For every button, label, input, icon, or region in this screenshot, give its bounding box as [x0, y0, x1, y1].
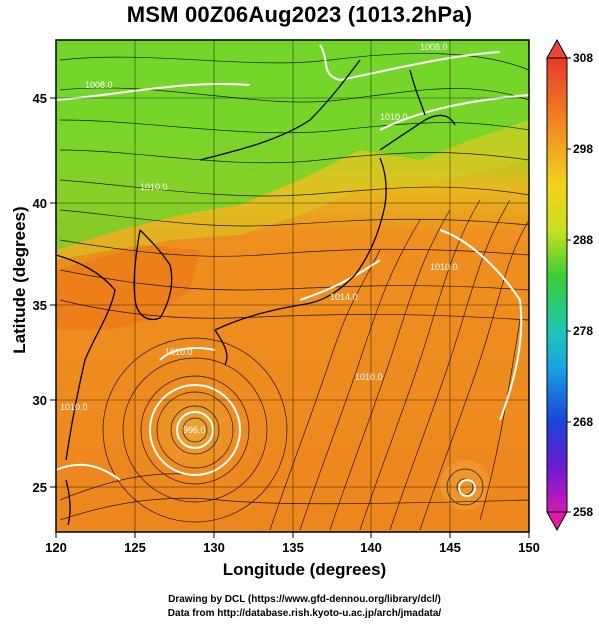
y-tick-label: 25 [33, 480, 47, 495]
colorbar-tick-label: 258 [573, 505, 593, 519]
contour-label: 1010.0 [380, 112, 408, 122]
contour-label: 1008.0 [85, 80, 113, 90]
y-tick-label: 35 [33, 298, 47, 313]
contour-label: 1010.0 [430, 262, 458, 272]
x-tick-label: 130 [203, 540, 225, 555]
contour-label: 1008.0 [420, 42, 448, 52]
y-axis-label: Latitude (degrees) [10, 206, 29, 354]
grid-lines [56, 40, 529, 532]
contour-label: 996.0 [183, 425, 206, 435]
colorbar-tick-label: 298 [573, 142, 593, 156]
contour-label: 1010.0 [355, 372, 383, 382]
colorbar-tick-label: 278 [573, 324, 593, 338]
y-tick-label: 45 [33, 91, 47, 106]
contour-label: 1010.0 [140, 182, 168, 192]
x-tick-label: 150 [518, 540, 540, 555]
credit-drawing: Drawing by DCL (https://www.gfd-dennou.o… [168, 594, 441, 605]
x-tick-label: 120 [45, 540, 67, 555]
axis-ticks [50, 97, 530, 538]
x-tick-label: 140 [360, 540, 382, 555]
x-tick-label: 125 [124, 540, 146, 555]
coastlines [56, 59, 456, 526]
credit-data: Data from http://database.rish.kyoto-u.a… [167, 608, 442, 619]
x-tick-label: 135 [282, 540, 304, 555]
map-field: 1008.0 1008.0 1010.0 1010.0 1014.0 1010.… [56, 40, 529, 532]
x-axis-label: Longitude (degrees) [222, 560, 387, 579]
contour-labels: 1008.0 1008.0 1010.0 1010.0 1014.0 1010.… [60, 42, 458, 435]
colorbar: 308 298 288 278 268 258 [546, 38, 593, 532]
colorbar-tick-label: 308 [573, 51, 593, 65]
y-tick-label: 30 [33, 393, 47, 408]
contour-label: 1010.0 [60, 402, 88, 412]
contour-label: 1010.0 [165, 347, 193, 357]
streamlines [59, 53, 529, 531]
y-tick-label: 40 [33, 196, 47, 211]
x-tick-label: 145 [439, 540, 461, 555]
colorbar-tick-label: 268 [573, 415, 593, 429]
contour-label: 1014.0 [330, 292, 358, 302]
colorbar-tick-label: 288 [573, 233, 593, 247]
map-title: MSM 00Z06Aug2023 (1013.2hPa) [126, 2, 473, 27]
